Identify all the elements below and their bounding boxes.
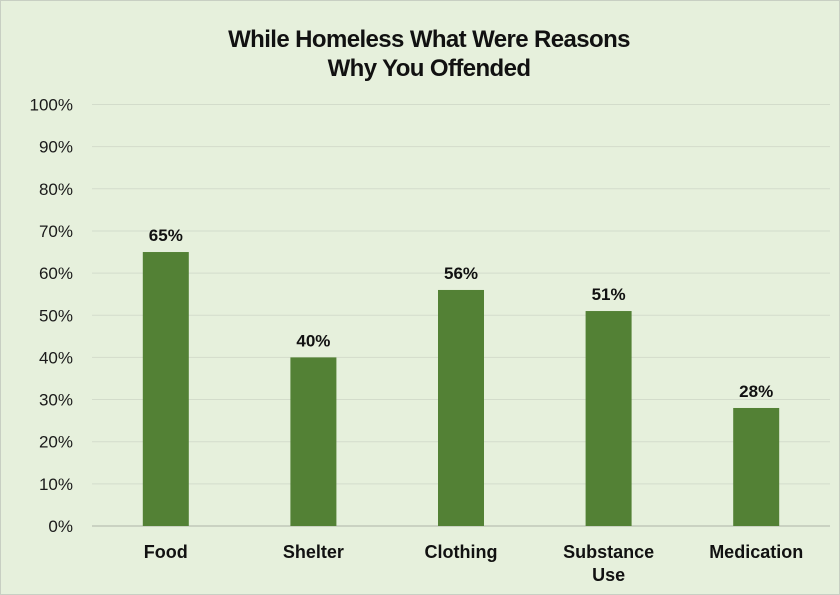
x-category-label: Substance [563, 542, 654, 562]
y-tick-label: 70% [39, 222, 73, 241]
chart-title-line-1: While Homeless What Were Reasons [228, 26, 630, 53]
y-tick-label: 40% [39, 348, 73, 367]
chart-title: While Homeless What Were Reasons Why You… [1, 25, 840, 83]
y-tick-label: 80% [39, 180, 73, 199]
chart-title-line-2: Why You Offended [327, 55, 531, 82]
data-label: 40% [296, 331, 330, 350]
y-tick-label: 60% [39, 264, 73, 283]
y-tick-label: 20% [39, 433, 73, 452]
x-category-label: Food [144, 542, 188, 562]
bar [290, 357, 337, 526]
data-label: 56% [444, 264, 478, 283]
x-category-label: Medication [709, 542, 803, 562]
data-label: 65% [149, 226, 183, 245]
bar [733, 407, 780, 526]
x-category-label: Shelter [283, 542, 344, 562]
x-category-label: Use [592, 565, 625, 585]
data-label: 28% [739, 382, 773, 401]
y-tick-label: 30% [39, 391, 73, 410]
bar [585, 311, 632, 526]
y-tick-label: 10% [39, 475, 73, 494]
bar [142, 252, 189, 526]
y-tick-label: 100% [30, 96, 73, 115]
bar [438, 289, 484, 526]
y-tick-label: 50% [39, 306, 73, 325]
data-label: 51% [592, 285, 626, 304]
y-tick-label: 0% [48, 517, 73, 536]
x-category-label: Clothing [425, 542, 498, 562]
y-tick-label: 90% [39, 138, 73, 157]
